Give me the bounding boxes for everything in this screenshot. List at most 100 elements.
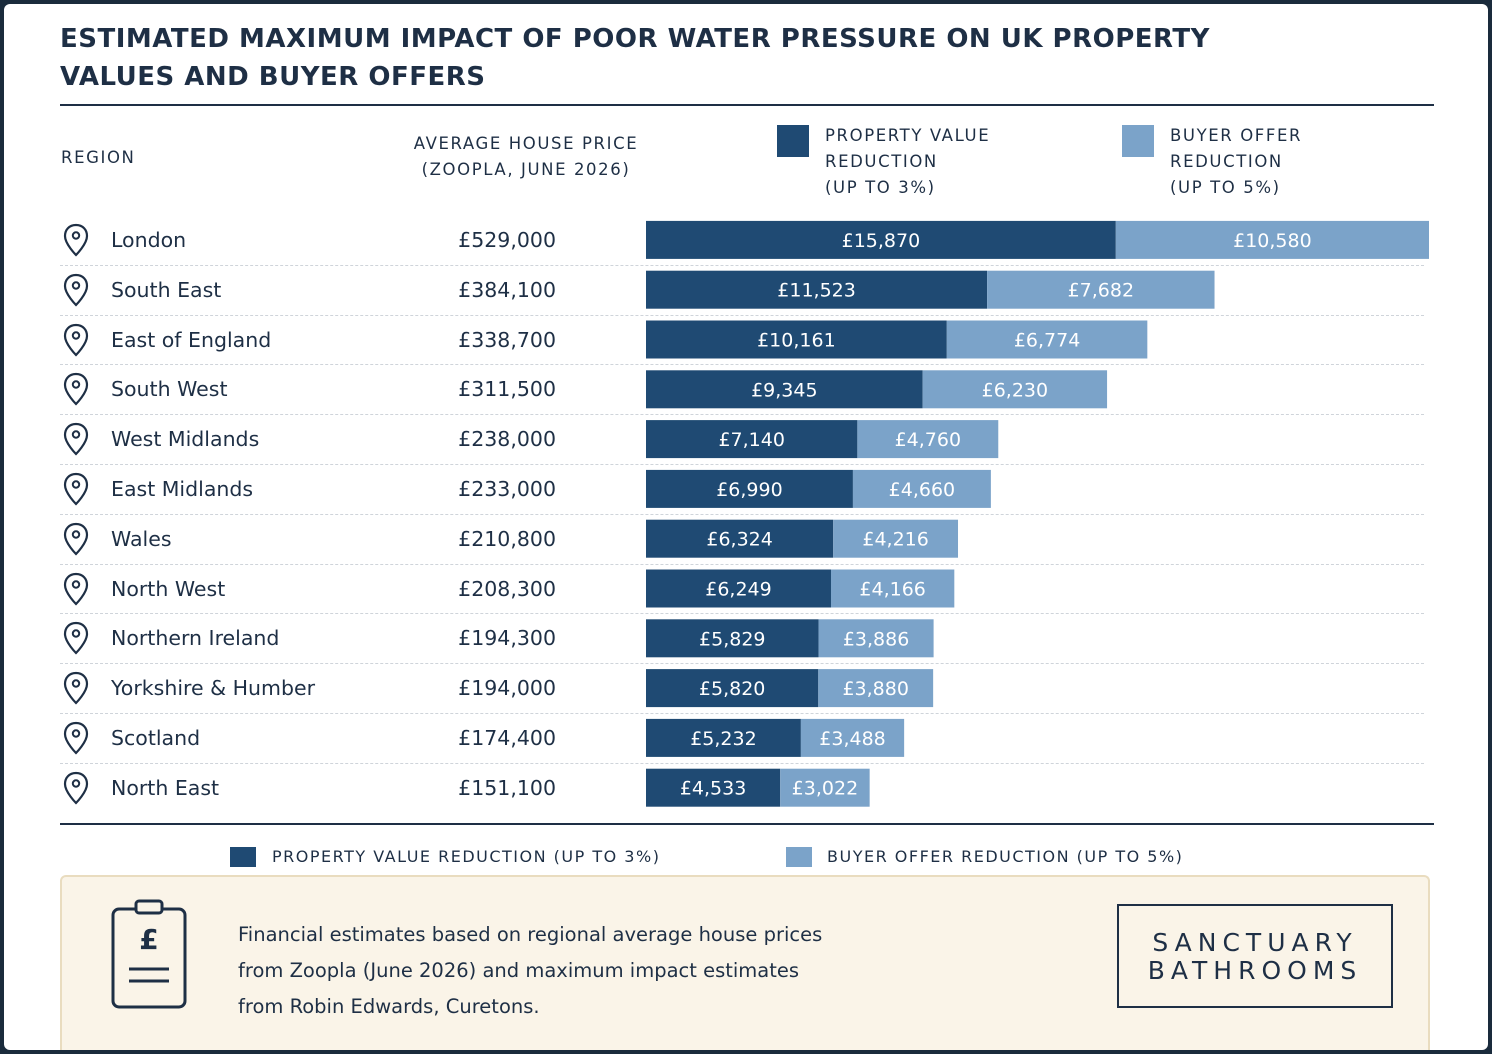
bar-label-property-value: £5,232	[690, 728, 756, 750]
average-price: £194,300	[458, 626, 556, 651]
bar-label-property-value: £6,990	[716, 479, 782, 501]
average-price: £208,300	[458, 576, 556, 601]
region-label: East Midlands	[111, 477, 254, 501]
bar-property-value	[646, 569, 831, 608]
legend-label-pv: PROPERTY VALUE REDUCTION (UP TO 3%)	[272, 847, 661, 866]
location-pin-icon	[62, 422, 90, 456]
brand-logo: SANCTUARY BATHROOMS	[1117, 904, 1393, 1008]
region-label: South East	[111, 277, 222, 302]
title-rule	[60, 104, 1434, 106]
bar-label-property-value: £5,829	[699, 628, 765, 650]
location-pin-icon	[62, 771, 90, 805]
pv-header-line2: REDUCTION	[825, 152, 938, 171]
bo-header-swatch	[1122, 125, 1154, 157]
clipboard-pound-icon: £	[111, 899, 187, 1009]
pv-header-line3: (UP TO 3%)	[825, 178, 936, 197]
average-price: £233,000	[458, 477, 556, 501]
bar-buyer-offer	[800, 718, 905, 757]
location-pin-icon	[62, 621, 90, 655]
bar-label-buyer-offer: £3,886	[843, 628, 909, 650]
region-label: Northern Ireland	[111, 626, 280, 651]
bo-header: BUYER OFFER REDUCTION (UP TO 5%)	[1170, 123, 1302, 201]
bar-property-value	[646, 768, 781, 807]
legend-swatch-pv	[230, 847, 256, 867]
bar-label-buyer-offer: £4,660	[889, 479, 955, 501]
region-label: North West	[111, 576, 226, 601]
average-price: £311,500	[458, 377, 556, 402]
bar-buyer-offer	[818, 669, 934, 708]
chart-title: ESTIMATED MAXIMUM IMPACT OF POOR WATER P…	[60, 24, 1210, 92]
bar-label-buyer-offer: £7,682	[1068, 280, 1134, 302]
row-divider	[60, 663, 1424, 665]
bar-buyer-offer	[857, 420, 999, 459]
bar-buyer-offer	[818, 619, 934, 658]
bar-label-property-value: £6,249	[705, 579, 771, 601]
bar-label-buyer-offer: £6,230	[982, 379, 1048, 401]
row-divider	[60, 314, 1424, 316]
location-pin-icon	[62, 671, 90, 705]
region-label: West Midlands	[111, 427, 260, 452]
bar-buyer-offer	[946, 320, 1148, 359]
bar-buyer-offer	[987, 270, 1215, 309]
row-divider	[60, 563, 1424, 565]
bar-label-property-value: £4,533	[680, 778, 746, 800]
region-label: Scotland	[111, 726, 201, 750]
bar-label-property-value: £6,324	[706, 529, 772, 551]
bar-label-buyer-offer: £10,580	[1233, 230, 1312, 252]
row-divider	[60, 414, 1424, 416]
bar-label-buyer-offer: £4,166	[859, 579, 925, 601]
chart-bottom-rule	[60, 823, 1434, 825]
bar-property-value	[646, 669, 819, 708]
location-pin-icon	[62, 223, 90, 257]
region-header: REGION	[61, 148, 136, 167]
pv-header: PROPERTY VALUE REDUCTION (UP TO 3%)	[825, 123, 990, 201]
bar-label-buyer-offer: £4,216	[862, 529, 928, 551]
bar-label-buyer-offer: £3,022	[792, 778, 858, 800]
source-note: £ Financial estimates based on regional …	[60, 875, 1430, 1050]
source-note-text: Financial estimates based on regional av…	[238, 917, 918, 1025]
average-price: £151,100	[458, 775, 556, 800]
bar-label-property-value: £11,523	[777, 280, 856, 302]
location-pin-icon	[62, 472, 90, 506]
legend-swatch-bo	[786, 847, 812, 867]
average-price: £338,700	[458, 327, 556, 352]
region-label: London	[111, 228, 187, 252]
average-price: £384,100	[458, 277, 556, 302]
bar-buyer-offer	[852, 469, 991, 508]
bar-label-buyer-offer: £6,774	[1014, 330, 1080, 352]
bar-label-property-value: £10,161	[757, 330, 836, 352]
source-note-line3: from Robin Edwards, Curetons.	[238, 995, 540, 1018]
bar-label-property-value: £15,870	[842, 230, 921, 252]
clipboard-pound-symbol: £	[139, 923, 158, 956]
pv-header-line1: PROPERTY VALUE	[825, 126, 991, 145]
location-pin-icon	[62, 522, 90, 556]
region-label: North East	[111, 775, 220, 800]
price-header-line2: (ZOOPLA, JUNE 2026)	[421, 160, 631, 179]
row-divider	[60, 264, 1424, 266]
location-pin-icon	[62, 273, 90, 307]
infographic-card: ESTIMATED MAXIMUM IMPACT OF POOR WATER P…	[4, 4, 1488, 1050]
bar-label-property-value: £5,820	[699, 678, 765, 700]
location-pin-icon	[62, 323, 90, 357]
bar-buyer-offer	[833, 519, 959, 558]
average-price: £238,000	[458, 427, 556, 452]
bar-label-buyer-offer: £4,760	[895, 429, 961, 451]
row-divider	[60, 762, 1424, 764]
row-divider	[60, 513, 1424, 515]
row-divider	[60, 713, 1424, 714]
bar-property-value	[646, 320, 947, 359]
price-header: AVERAGE HOUSE PRICE (ZOOPLA, JUNE 2026)	[396, 131, 656, 183]
average-price: £174,400	[458, 726, 556, 750]
bar-buyer-offer	[922, 370, 1108, 409]
bo-header-line3: (UP TO 5%)	[1170, 178, 1281, 197]
average-price: £529,000	[458, 228, 556, 252]
region-label: East of England	[111, 327, 272, 352]
source-note-line1: Financial estimates based on regional av…	[238, 923, 823, 946]
bar-label-property-value: £9,345	[751, 379, 817, 401]
source-note-line2: from Zoopla (June 2026) and maximum impa…	[238, 959, 800, 982]
logo-line2: BATHROOMS	[1147, 956, 1363, 985]
price-header-line1: AVERAGE HOUSE PRICE	[413, 134, 639, 153]
location-pin-icon	[62, 572, 90, 606]
bar-property-value	[646, 519, 834, 558]
legend-label-bo: BUYER OFFER REDUCTION (UP TO 5%)	[827, 847, 1184, 866]
